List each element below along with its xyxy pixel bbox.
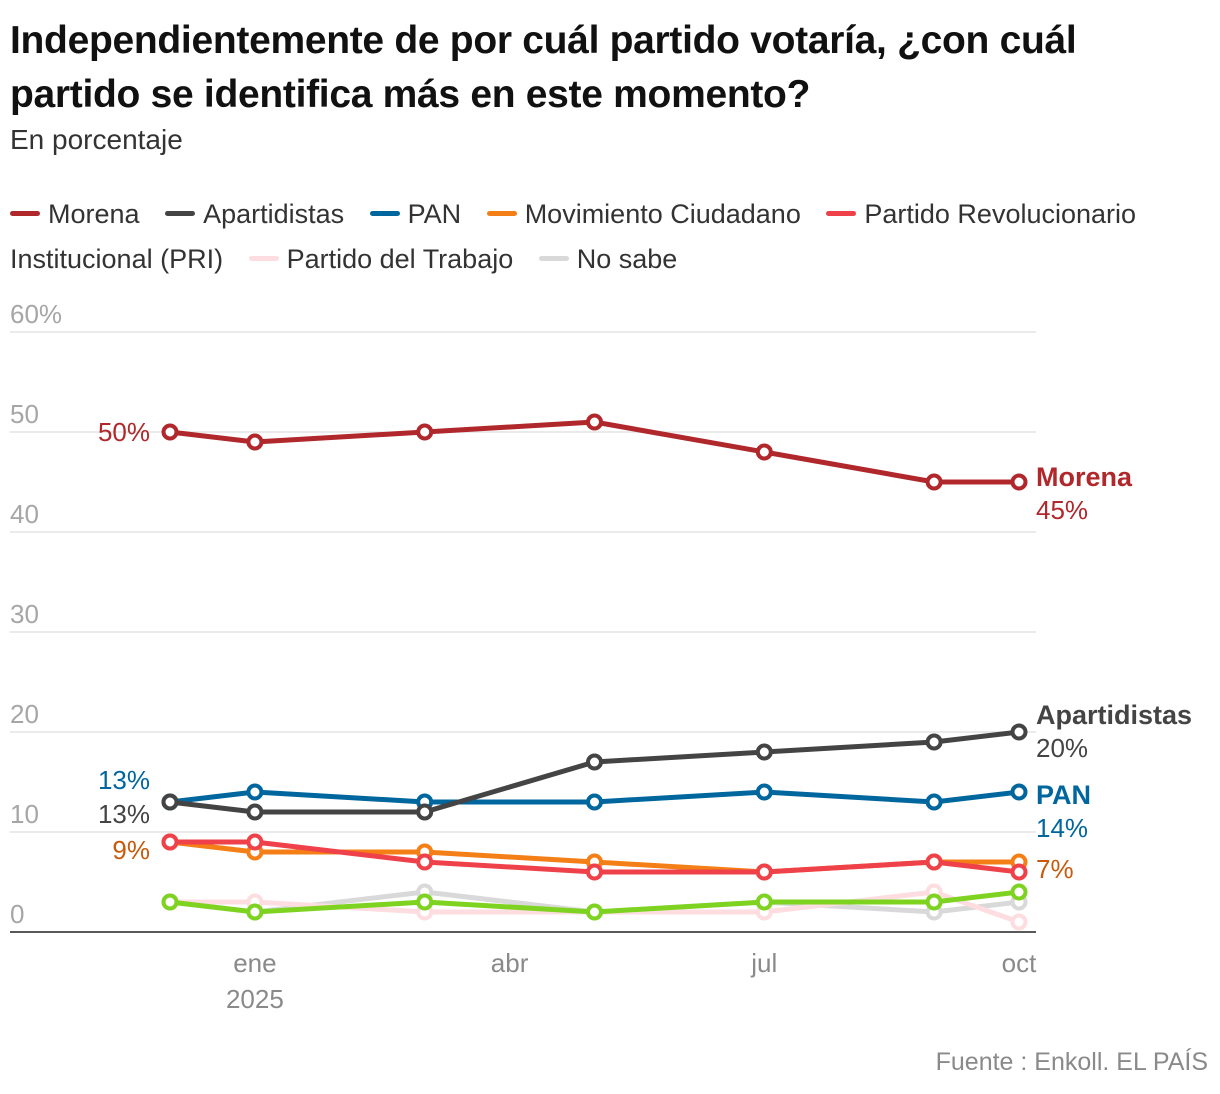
data-point-morena bbox=[586, 413, 603, 431]
data-point-morena bbox=[925, 473, 943, 491]
data-point-morena bbox=[1010, 473, 1028, 491]
data-point-partido-revolucionario-institucional-pri bbox=[161, 833, 179, 851]
data-point-verde bbox=[925, 893, 943, 911]
data-point-partido-revolucionario-institucional-pri bbox=[416, 853, 434, 871]
data-point-partido-revolucionario-institucional-pri bbox=[925, 853, 943, 871]
start-value-label: 13% bbox=[98, 765, 150, 795]
legend-label: No sabe bbox=[576, 244, 678, 274]
legend-swatch bbox=[10, 211, 40, 217]
start-value-label: 50% bbox=[98, 417, 150, 447]
end-series-name: Apartidistas bbox=[1036, 700, 1192, 730]
data-point-verde bbox=[1010, 883, 1028, 901]
data-point-partido-del-trabajo bbox=[1010, 913, 1028, 931]
legend-label: Movimiento Ciudadano bbox=[524, 199, 801, 229]
y-tick-label: 20 bbox=[10, 699, 39, 729]
end-value-label: 14% bbox=[1036, 813, 1088, 843]
legend-swatch bbox=[369, 211, 400, 217]
x-tick-sublabel: 2025 bbox=[226, 984, 284, 1014]
data-point-verde bbox=[161, 893, 179, 911]
end-value-label: 20% bbox=[1036, 733, 1088, 763]
data-point-partido-revolucionario-institucional-pri bbox=[1010, 863, 1028, 881]
data-point-verde bbox=[416, 893, 434, 911]
end-value-label: 45% bbox=[1036, 495, 1088, 525]
series-line-morena bbox=[167, 419, 1022, 485]
end-value-label: 7% bbox=[1036, 854, 1074, 884]
legend-swatch bbox=[826, 211, 857, 217]
data-point-verde bbox=[586, 903, 603, 921]
data-point-pan bbox=[1010, 783, 1028, 801]
y-tick-label: 30 bbox=[10, 599, 39, 629]
legend-item-partido-del-trabajo: Partido del Trabajo bbox=[248, 244, 514, 274]
legend-item-apartidistas: Apartidistas bbox=[165, 199, 344, 229]
data-point-apartidistas bbox=[1010, 723, 1028, 741]
chart-subtitle: En porcentaje bbox=[10, 124, 183, 155]
legend-item-no-sabe: No sabe bbox=[538, 244, 678, 274]
data-point-morena bbox=[161, 423, 179, 441]
data-point-partido-revolucionario-institucional-pri bbox=[586, 863, 603, 881]
data-point-pan bbox=[246, 783, 264, 801]
source-credit: Fuente : Enkoll. EL PAÍS bbox=[935, 1048, 1208, 1076]
legend-label: Apartidistas bbox=[203, 199, 345, 229]
legend-label: Partido del Trabajo bbox=[286, 244, 514, 274]
data-point-verde bbox=[246, 903, 264, 921]
y-tick-label: 60% bbox=[10, 299, 62, 329]
chart-title: Independientemente de por cuál partido v… bbox=[10, 19, 1077, 116]
start-value-label: 13% bbox=[98, 799, 150, 829]
data-point-apartidistas bbox=[586, 753, 603, 771]
data-point-partido-revolucionario-institucional-pri bbox=[246, 833, 264, 851]
x-tick-label: abr bbox=[491, 948, 529, 978]
data-point-pan bbox=[925, 793, 943, 811]
data-point-apartidistas bbox=[925, 733, 943, 751]
y-tick-label: 40 bbox=[10, 499, 39, 529]
data-point-morena bbox=[755, 443, 773, 461]
data-point-partido-revolucionario-institucional-pri bbox=[755, 863, 773, 881]
legend-item-morena: Morena bbox=[10, 199, 140, 229]
data-point-pan bbox=[586, 793, 603, 811]
legend-label: Morena bbox=[48, 199, 140, 229]
data-point-morena bbox=[246, 433, 264, 451]
data-point-apartidistas bbox=[755, 743, 773, 761]
legend-swatch bbox=[486, 211, 517, 217]
legend-swatch bbox=[248, 256, 279, 262]
y-tick-label: 50 bbox=[10, 399, 39, 429]
end-series-name: PAN bbox=[1036, 780, 1091, 810]
legend-label: PAN bbox=[407, 199, 462, 229]
y-tick-label: 10 bbox=[10, 799, 39, 829]
legend-label: Partido Revolucionario Institucional (PR… bbox=[10, 199, 1137, 274]
line-chart: 60% 50 40 30 20 10 0 ene 2025 abr jul oct 50% 13% 13% 9… bbox=[10, 299, 1192, 1014]
data-point-pan bbox=[755, 783, 773, 801]
legend-swatch bbox=[538, 256, 569, 262]
legend: Morena Apartidistas PAN Movimiento Ciuda… bbox=[10, 192, 1205, 282]
legend-item-partido-revolucionario-institucional-pri: Partido Revolucionario Institucional (PR… bbox=[10, 199, 1136, 274]
x-tick-label: ene bbox=[233, 948, 276, 978]
data-point-morena bbox=[416, 423, 434, 441]
start-value-label: 9% bbox=[112, 835, 150, 865]
data-point-apartidistas bbox=[416, 803, 434, 821]
end-series-name: Morena bbox=[1036, 462, 1133, 492]
y-tick-label: 0 bbox=[10, 899, 24, 929]
data-point-apartidistas bbox=[161, 793, 179, 811]
legend-swatch bbox=[165, 211, 196, 217]
x-tick-label: oct bbox=[1002, 948, 1037, 978]
x-tick-label: jul bbox=[750, 948, 777, 978]
legend-item-movimiento-ciudadano: Movimiento Ciudadano bbox=[486, 199, 801, 229]
legend-item-pan: PAN bbox=[369, 199, 462, 229]
data-point-verde bbox=[755, 893, 773, 911]
data-point-apartidistas bbox=[246, 803, 264, 821]
